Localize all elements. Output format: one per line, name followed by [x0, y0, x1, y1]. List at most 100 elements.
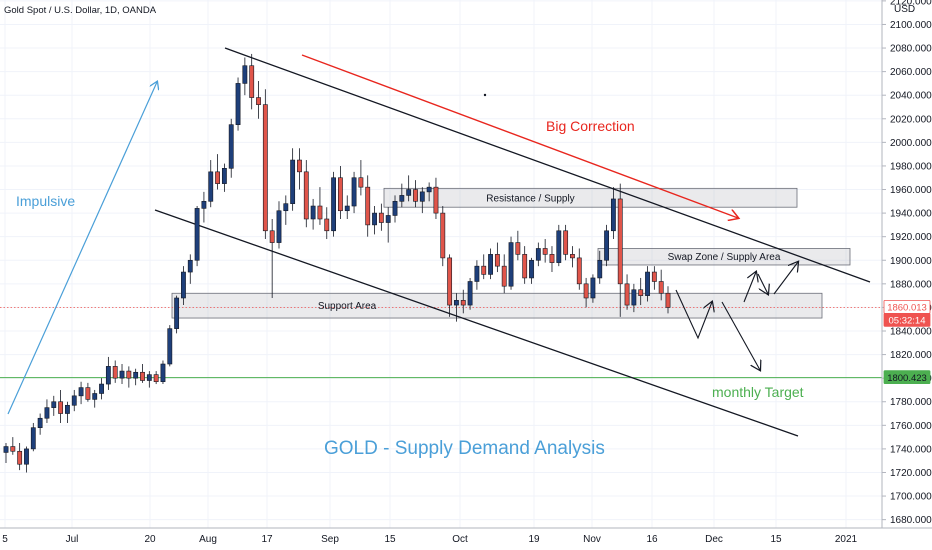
candle-body [440, 212, 446, 259]
candle-body [78, 387, 84, 397]
x-tick-label: Jul [66, 534, 79, 545]
candle-body [392, 201, 398, 216]
price-label-05:32:14: 05:32:14 [883, 312, 931, 327]
candle-body [406, 189, 412, 196]
candle-body [576, 257, 582, 285]
y-tick-label: 1760.000 [890, 421, 932, 432]
channel-upper-line[interactable] [224, 47, 871, 283]
x-tick-label: Sep [321, 534, 339, 545]
price-axis[interactable] [882, 0, 932, 550]
x-tick-label: Aug [199, 534, 217, 545]
candle-body [665, 292, 671, 308]
candle-body [105, 366, 111, 385]
x-tick-label: 19 [528, 534, 540, 545]
x-tick-label: Dec [705, 534, 723, 545]
price-label-bg [883, 312, 931, 327]
channel-lower-line[interactable] [154, 209, 799, 437]
candle-body [262, 104, 268, 232]
candle-body [529, 259, 534, 279]
x-tick-label: 15 [770, 534, 782, 545]
y-tick-label: 1720.000 [890, 468, 932, 479]
candle-body [249, 65, 255, 98]
y-tick-label: 2120.000 [890, 0, 932, 7]
candle-body [256, 97, 261, 105]
y-tick-label: 1960.000 [890, 185, 932, 196]
price-label-1860.013: 1860.013 [883, 300, 931, 314]
swap-zone-label: Swap Zone / Supply Area [668, 252, 781, 263]
candle-body [99, 383, 104, 394]
projection-path-5 [773, 262, 798, 295]
candle-body [372, 212, 377, 226]
candle-body [51, 401, 57, 408]
candle-body [85, 387, 91, 400]
candle-body [317, 205, 323, 220]
projection-path-3 [743, 272, 756, 303]
candle-body [92, 393, 98, 400]
candle-body [221, 167, 227, 184]
price-label-text: 05:32:14 [889, 316, 926, 327]
candle-body [624, 283, 630, 306]
x-tick-label: Oct [452, 534, 468, 545]
candle-body [597, 259, 603, 279]
y-tick-label: 1880.000 [890, 279, 932, 290]
currency-label: USD [894, 4, 915, 15]
candle-body [419, 191, 425, 202]
candle-body [290, 159, 296, 204]
candle-body [590, 277, 596, 299]
candle-body [215, 171, 220, 184]
candle-body [651, 271, 657, 282]
candle-body [181, 271, 186, 299]
candle-body [454, 300, 459, 306]
price-label-text: 1860.013 [887, 303, 927, 314]
analysis-title: GOLD - Supply Demand Analysis [324, 438, 605, 459]
candle-body [344, 205, 350, 212]
candle-body [631, 289, 637, 306]
y-tick-label: 2020.000 [890, 114, 932, 125]
candle-body [570, 254, 575, 259]
y-tick-label: 2040.000 [890, 91, 932, 102]
candle-body [24, 448, 29, 465]
candle-body [65, 404, 70, 414]
candle-body [447, 257, 453, 306]
x-tick-label: 15 [384, 534, 396, 545]
y-tick-label: 1680.000 [890, 515, 932, 526]
candle-body [617, 198, 623, 285]
y-tick-label: 1820.000 [890, 350, 932, 361]
projection-path-2 [721, 301, 760, 370]
candle-body [10, 446, 16, 452]
candle-body [549, 254, 555, 263]
candle-body [433, 186, 439, 214]
big-correction-label: Big Correction [546, 118, 635, 134]
candle-body [508, 242, 514, 287]
y-tick-label: 1700.000 [890, 492, 932, 503]
candle-body [153, 374, 159, 382]
candle-body [426, 186, 432, 193]
x-tick-label: 5 [2, 534, 8, 545]
marker-dot [483, 93, 487, 97]
candle-body [501, 265, 507, 287]
resistance-supply-zone [383, 187, 798, 208]
y-tick-label: 1780.000 [890, 397, 932, 408]
x-tick-label: 16 [646, 534, 658, 545]
candle-body [563, 230, 569, 255]
candle-body [610, 198, 616, 232]
candle-body [119, 370, 125, 379]
candle-body [140, 371, 145, 381]
candle-body [494, 254, 500, 267]
y-tick-label: 2100.000 [890, 20, 932, 31]
candle-body [146, 374, 152, 381]
candle-body [228, 124, 234, 169]
candle-body [351, 177, 357, 207]
candle-body [208, 171, 214, 202]
candle-body [358, 177, 364, 188]
y-tick-label: 1940.000 [890, 209, 932, 220]
candle-body [638, 289, 644, 296]
price-label-text: 1800.423 [887, 373, 927, 384]
candle-body [30, 427, 36, 450]
candle-body [187, 259, 193, 273]
candle-body [515, 242, 521, 255]
candle-body [385, 215, 391, 223]
candle-body [324, 218, 330, 232]
